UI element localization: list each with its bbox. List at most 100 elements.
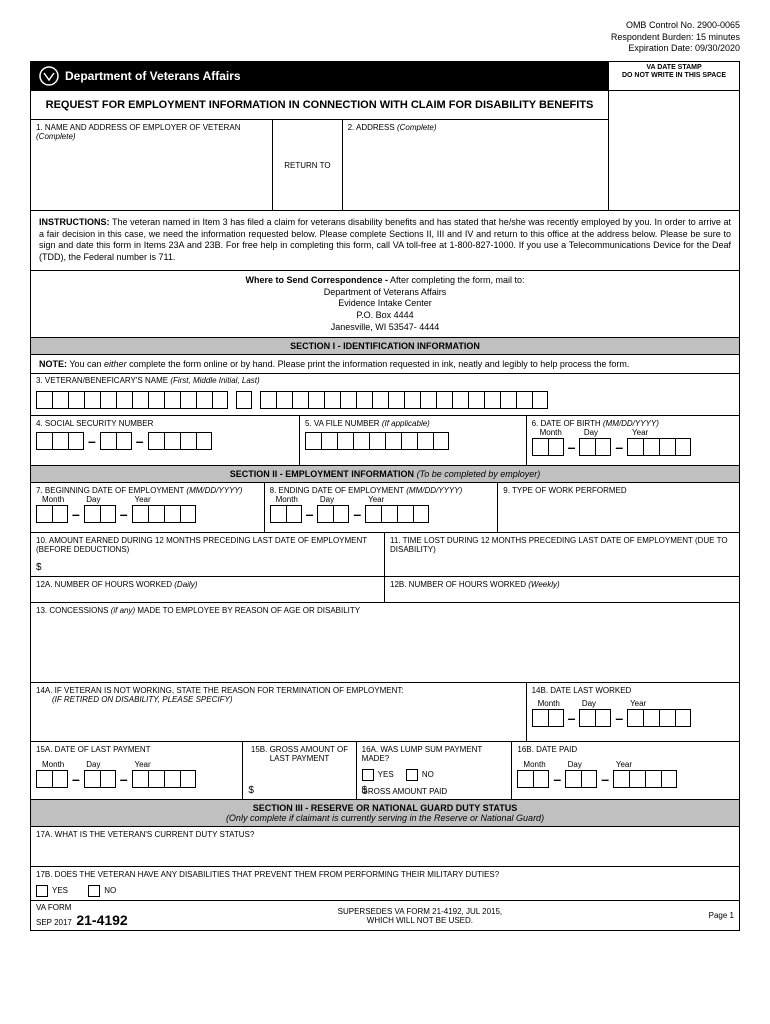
- field-2-cell[interactable]: 2. ADDRESS (Complete): [343, 120, 608, 210]
- note-block: NOTE: You can either complete the form o…: [31, 355, 739, 374]
- form-title: REQUEST FOR EMPLOYMENT INFORMATION IN CO…: [31, 91, 608, 120]
- note-t1: You can: [67, 359, 104, 369]
- y14: Year: [630, 699, 646, 708]
- section-3-title: SECTION III - RESERVE OR NATIONAL GUARD …: [253, 803, 518, 813]
- no-checkbox-16a[interactable]: [406, 769, 418, 781]
- field-14b-cell[interactable]: 14B. DATE LAST WORKED MonthDayYear – –: [527, 683, 739, 741]
- section-3-header: SECTION III - RESERVE OR NATIONAL GUARD …: [31, 800, 739, 827]
- field-13-row[interactable]: 13. CONCESSIONS (if any) MADE TO EMPLOYE…: [31, 603, 739, 683]
- stamp-line2: DO NOT WRITE IN THIS SPACE: [611, 72, 737, 80]
- no-17b: NO: [104, 886, 116, 895]
- field-12a-sub: (Daily): [174, 580, 197, 589]
- field-14a-cell[interactable]: 14A. IF VETERAN IS NOT WORKING, STATE TH…: [31, 683, 527, 741]
- month-label: Month: [540, 428, 562, 437]
- field-3-label: 3. VETERAN/BENEFICARY'S NAME: [36, 376, 168, 385]
- field-4-label: 4. SOCIAL SECURITY NUMBER: [36, 419, 294, 428]
- corr-line5: Janesville, WI 53547- 4444: [331, 322, 440, 332]
- field-17b-row[interactable]: 17B. DOES THE VETERAN HAVE ANY DISABILIT…: [31, 867, 739, 900]
- corr-line3: Evidence Intake Center: [338, 298, 432, 308]
- respondent-burden: Respondent Burden: 15 minutes: [30, 32, 740, 44]
- department-header-row: Department of Veterans Affairs VA DATE S…: [31, 62, 739, 91]
- field-5-cell[interactable]: 5. VA FILE NUMBER (If applicable): [300, 416, 527, 465]
- d16: Day: [568, 760, 582, 769]
- field-8-label: 8. ENDING DATE OF EMPLOYMENT: [270, 486, 404, 495]
- field-13-sub: (if any): [111, 606, 135, 615]
- yes-checkbox-16a[interactable]: [362, 769, 374, 781]
- field-12a-cell[interactable]: 12A. NUMBER OF HOURS WORKED (Daily): [31, 577, 385, 602]
- dollar-10: $: [36, 562, 379, 573]
- field-6-cell[interactable]: 6. DATE OF BIRTH (MM/DD/YYYY) MonthDayYe…: [527, 416, 739, 465]
- field-4-cell[interactable]: 4. SOCIAL SECURITY NUMBER – –: [31, 416, 300, 465]
- instructions-text: The veteran named in Item 3 has filed a …: [39, 217, 731, 262]
- form-container: Department of Veterans Affairs VA DATE S…: [30, 61, 740, 931]
- row-15-16: 15A. DATE OF LAST PAYMENT MonthDayYear –…: [31, 742, 739, 800]
- yes-checkbox-17b[interactable]: [36, 885, 48, 897]
- m16: Month: [523, 760, 545, 769]
- field-12b-sub: (Weekly): [528, 580, 559, 589]
- stamp-space: [609, 91, 739, 210]
- field-11-cell[interactable]: 11. TIME LOST DURING 12 MONTHS PRECEDING…: [385, 533, 739, 576]
- field-16a-cell[interactable]: 16A. WAS LUMP SUM PAYMENT MADE? YES NO G…: [357, 742, 513, 799]
- return-to-cell: RETURN TO: [273, 120, 342, 210]
- field-7-cell[interactable]: 7. BEGINNING DATE OF EMPLOYMENT (MM/DD/Y…: [31, 483, 265, 532]
- field-10-cell[interactable]: 10. AMOUNT EARNED DURING 12 MONTHS PRECE…: [31, 533, 385, 576]
- field-8-sub: (MM/DD/YYYY): [406, 486, 462, 495]
- row-7-8-9: 7. BEGINNING DATE OF EMPLOYMENT (MM/DD/Y…: [31, 483, 739, 533]
- note-italic: either: [104, 359, 127, 369]
- field-8-cell[interactable]: 8. ENDING DATE OF EMPLOYMENT (MM/DD/YYYY…: [265, 483, 499, 532]
- field-1-cell[interactable]: 1. NAME AND ADDRESS OF EMPLOYER OF VETER…: [31, 120, 273, 210]
- field-7-label: 7. BEGINNING DATE OF EMPLOYMENT: [36, 486, 184, 495]
- field-3-sub: (First, Middle Initial, Last): [170, 376, 259, 385]
- expiration-date: Expiration Date: 09/30/2020: [30, 43, 740, 55]
- field-16b-label: 16B. DATE PAID: [517, 745, 734, 754]
- corr-line1: After completing the form, mail to:: [388, 275, 525, 285]
- field-17b-label: 17B. DOES THE VETERAN HAVE ANY DISABILIT…: [36, 870, 734, 879]
- section-1-header: SECTION I - IDENTIFICATION INFORMATION: [31, 338, 739, 355]
- field-12b-cell[interactable]: 12B. NUMBER OF HOURS WORKED (Weekly): [385, 577, 739, 602]
- field-11-label: 11. TIME LOST DURING 12 MONTHS PRECEDING…: [390, 536, 734, 554]
- field-1-sub: (Complete): [36, 132, 76, 141]
- field-12b-label: 12B. NUMBER OF HOURS WORKED: [390, 580, 526, 589]
- no-checkbox-17b[interactable]: [88, 885, 100, 897]
- field-3-block[interactable]: 3. VETERAN/BENEFICARY'S NAME (First, Mid…: [31, 374, 739, 416]
- gross-label: GROSS AMOUNT PAID: [362, 787, 507, 796]
- section-3-sub: (Only complete if claimant is currently …: [226, 813, 544, 823]
- row-10-11: 10. AMOUNT EARNED DURING 12 MONTHS PRECE…: [31, 533, 739, 577]
- name-boxes[interactable]: [31, 387, 739, 415]
- stamp-line1: VA DATE STAMP: [611, 64, 737, 72]
- field-2-label: 2. ADDRESS: [348, 123, 395, 132]
- field-15b-cell[interactable]: 15B. GROSS AMOUNT OF LAST PAYMENT $: [243, 742, 356, 799]
- field-13-label: 13. CONCESSIONS: [36, 606, 108, 615]
- yes-16a: YES: [378, 770, 394, 779]
- corr-line2: Department of Veterans Affairs: [324, 287, 446, 297]
- field-12a-label: 12A. NUMBER OF HOURS WORKED: [36, 580, 172, 589]
- row-4-5-6: 4. SOCIAL SECURITY NUMBER – – 5. VA FILE…: [31, 416, 739, 466]
- field-15a-cell[interactable]: 15A. DATE OF LAST PAYMENT MonthDayYear –…: [31, 742, 243, 799]
- corr-bold: Where to Send Correspondence -: [245, 275, 388, 285]
- field-6-sub: (MM/DD/YYYY): [603, 419, 659, 428]
- dollar-15b: $: [248, 785, 254, 796]
- note-t2: complete the form online or by hand. Ple…: [127, 359, 630, 369]
- yes-17b: YES: [52, 886, 68, 895]
- note-bold: NOTE:: [39, 359, 67, 369]
- field-14b-label: 14B. DATE LAST WORKED: [532, 686, 734, 695]
- footer-date: SEP 2017: [36, 918, 72, 927]
- d15: Day: [86, 760, 100, 769]
- year-label: Year: [632, 428, 648, 437]
- footer-page: Page 1: [629, 911, 734, 920]
- field-10-label: 10. AMOUNT EARNED DURING 12 MONTHS PRECE…: [36, 536, 379, 554]
- field-16b-cell[interactable]: 16B. DATE PAID MonthDayYear – –: [512, 742, 739, 799]
- field-17a-row[interactable]: 17A. WHAT IS THE VETERAN'S CURRENT DUTY …: [31, 827, 739, 867]
- y15: Year: [134, 760, 150, 769]
- instructions-block: INSTRUCTIONS: The veteran named in Item …: [31, 210, 739, 271]
- footer-notused: WHICH WILL NOT BE USED.: [211, 916, 630, 925]
- dollar-16a: $: [362, 785, 368, 796]
- d14: Day: [582, 699, 596, 708]
- field-14a-sub: (IF RETIRED ON DISABILITY, PLEASE SPECIF…: [36, 695, 521, 704]
- footer-supersedes: SUPERSEDES VA FORM 21-4192, JUL 2015,: [211, 907, 630, 916]
- va-seal-icon: [39, 66, 59, 86]
- header-metadata: OMB Control No. 2900-0065 Respondent Bur…: [30, 20, 740, 55]
- m15: Month: [42, 760, 64, 769]
- field-9-cell[interactable]: 9. TYPE OF WORK PERFORMED: [498, 483, 739, 532]
- no-16a: NO: [422, 770, 434, 779]
